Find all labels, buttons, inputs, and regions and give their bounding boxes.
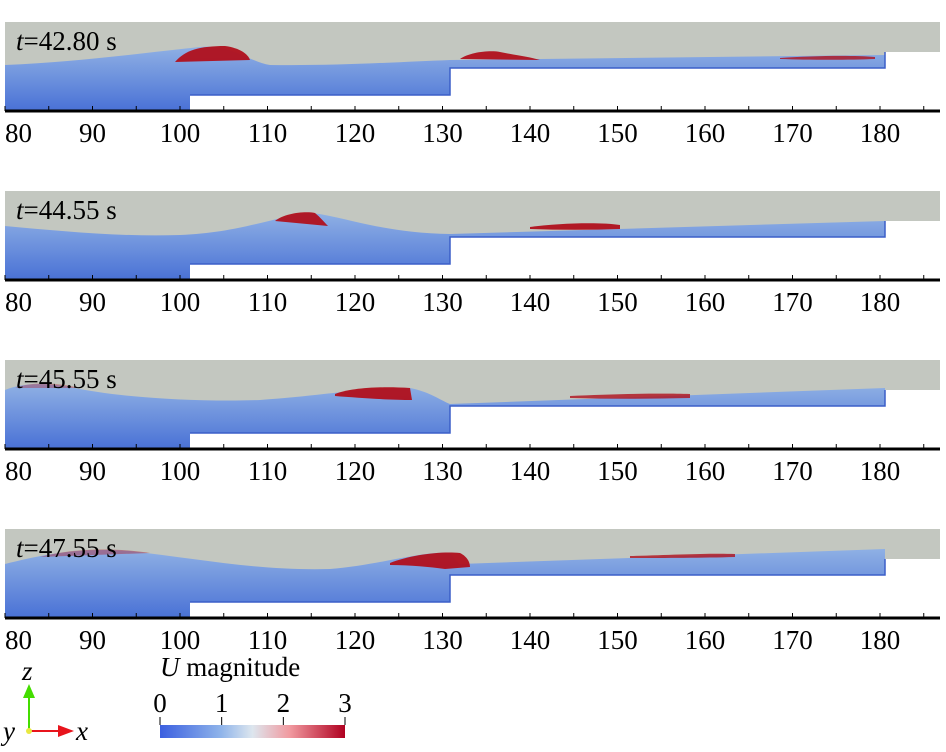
colorbar-tick-label: 3 [338,688,352,718]
high-velocity-region [570,393,690,399]
high-velocity-region [335,387,412,400]
high-velocity-region [40,549,150,557]
time-label: t=47.55 s [16,533,117,563]
x-tick-label: 170 [772,456,813,486]
high-velocity-region [460,51,540,60]
colorbar [160,725,345,738]
water-region [5,384,885,448]
x-tick-label: 140 [510,456,551,486]
colorbar-tick-label: 2 [277,688,291,718]
colorbar-legend: 0 1 2 3 zy x [0,656,352,746]
x-tick-label: 140 [510,287,551,317]
x-tick-label: 170 [772,625,813,655]
water-region [5,213,885,279]
high-velocity-region [175,46,250,62]
snapshot-panel-1: t=42.80 s 80 90 100 110 120 130 140 150 160 170 180 [4,22,940,148]
z-axis-label: z [21,656,33,686]
x-tick-label: 100 [160,625,201,655]
x-tick-label: 100 [160,118,201,148]
x-tick-label: 140 [510,625,551,655]
x-tick-label: 160 [685,456,726,486]
x-tick-label: 100 [160,456,201,486]
colorbar-tick-label: 0 [153,688,167,718]
x-tick-label: 180 [860,287,901,317]
high-velocity-region [780,55,875,60]
x-tick-label: 150 [597,118,638,148]
legend-title-text: magnitude [179,652,301,682]
x-tick-label: 170 [772,287,813,317]
x-arrow-head-icon [58,725,74,737]
water-region [5,549,885,617]
snapshot-panel-4: t=47.55 s 80 90 100 110 120 130 140 150 160 170 180 [4,529,940,655]
x-tick-label: 130 [422,287,463,317]
x-tick-label: 100 [160,287,201,317]
time-label: t=42.80 s [16,26,117,56]
legend-title: U magnitude [160,652,300,683]
x-tick-label: 90 [79,456,106,486]
x-tick-label: 180 [860,118,901,148]
snapshot-panel-2: t=44.55 s 80 90 100 110 120 130 140 150 160 170 180 [4,191,940,317]
x-tick-label: 80 [5,287,32,317]
x-tick-label: 170 [772,118,813,148]
time-label: t=45.55 s [16,364,117,394]
x-tick-label: 120 [335,287,376,317]
x-tick-label: 80 [5,118,32,148]
high-velocity-region [390,552,470,569]
x-tick-label: 110 [248,287,288,317]
x-tick-label: 130 [422,625,463,655]
water-region [5,46,885,110]
bed-outline [190,390,886,434]
z-arrow-head-icon [23,684,35,698]
legend-title-var: U [160,652,180,682]
x-tick-label: 150 [597,287,638,317]
x-tick-label: 110 [248,456,288,486]
x-tick-label: 110 [248,625,288,655]
x-tick-label: 160 [685,118,726,148]
bed-outline [190,52,886,96]
x-tick-label: 180 [860,625,901,655]
x-tick-label: 130 [422,456,463,486]
x-tick-label: 160 [685,287,726,317]
colorbar-tick-label: 1 [215,688,229,718]
x-tick-label: 120 [335,118,376,148]
x-tick-label: 90 [79,625,106,655]
time-label: t=44.55 s [16,195,117,225]
bed-outline [190,221,886,265]
y-axis-dot [26,728,32,734]
axes-triad: zy x [0,656,88,746]
x-tick-label: 140 [510,118,551,148]
x-tick-label: 90 [79,287,106,317]
x-tick-label: 180 [860,456,901,486]
x-axis-label: x [75,716,88,746]
high-velocity-region [275,212,328,226]
y-axis-label: y [0,716,15,746]
x-tick-label: 110 [248,118,288,148]
x-tick-label: 130 [422,118,463,148]
x-tick-label: 150 [597,456,638,486]
x-tick-label: 120 [335,456,376,486]
snapshot-panel-3: t=45.55 s 80 90 100 110 120 130 140 150 160 170 180 [4,360,940,486]
x-tick-label: 150 [597,625,638,655]
bed-outline [190,559,886,603]
high-velocity-region [15,383,80,388]
x-tick-label: 80 [5,625,32,655]
x-tick-label: 80 [5,456,32,486]
high-velocity-region [530,223,620,230]
x-tick-label: 90 [79,118,106,148]
high-velocity-region [630,553,735,558]
x-tick-label: 120 [335,625,376,655]
x-tick-label: 160 [685,625,726,655]
